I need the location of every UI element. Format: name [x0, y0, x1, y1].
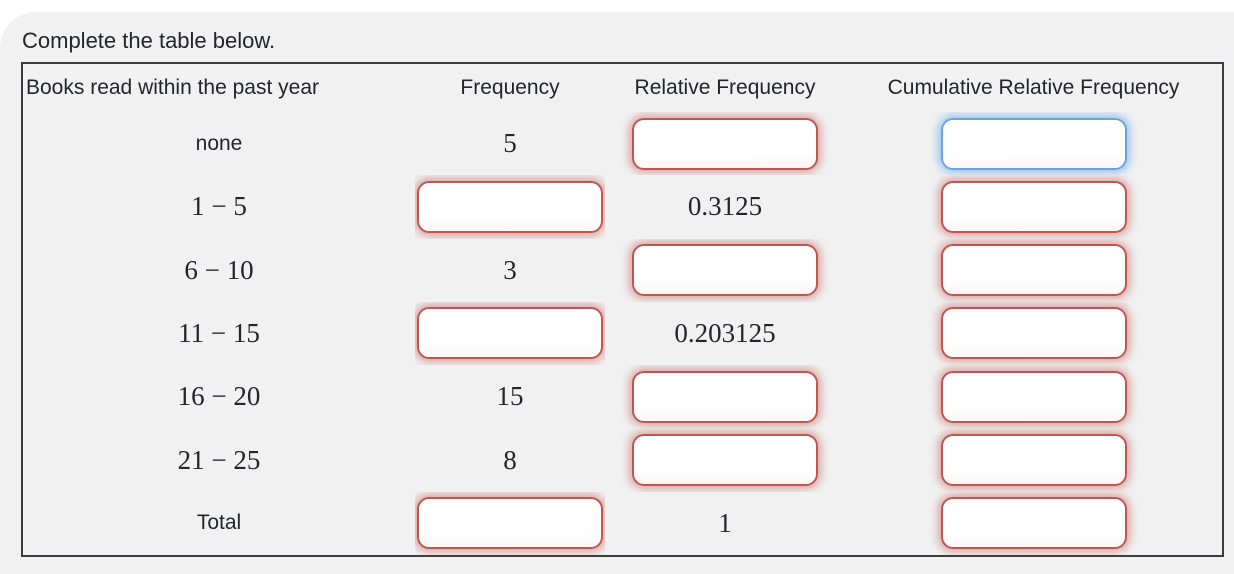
row-label-11-15: 11 − 15 [178, 317, 260, 348]
cumulative-relative-frequency-input-16-20[interactable] [940, 370, 1127, 423]
cumulative-relative-frequency-input-6-10[interactable] [940, 244, 1127, 297]
cumulative-relative-frequency-input-11-15[interactable] [940, 307, 1127, 360]
header-col-cumulative-relative-frequency: Cumulative Relative Frequency [887, 76, 1180, 99]
frequency-input-total[interactable] [417, 497, 603, 550]
table-row: 1 − 5 0.3125 [23, 175, 1222, 238]
relative-frequency-input-21-25[interactable] [632, 434, 818, 487]
relative-frequency-input-none[interactable] [632, 117, 818, 170]
table-row: 6 − 10 3 [23, 239, 1222, 302]
frequency-value-21-25: 8 [503, 444, 517, 475]
header-col-frequency: Frequency [460, 76, 560, 99]
frequency-value-16-20: 15 [496, 381, 524, 412]
relative-frequency-value-11-15: 0.203125 [674, 317, 776, 348]
cumulative-relative-frequency-input-1-5[interactable] [940, 180, 1127, 233]
relative-frequency-value-1-5: 0.3125 [687, 191, 763, 222]
frequency-value-6-10: 3 [503, 254, 517, 285]
table-row: none 5 [23, 112, 1222, 175]
row-label-none: none [195, 131, 243, 155]
row-label-total: Total [196, 511, 242, 535]
table-row: 11 − 15 0.203125 [23, 302, 1222, 365]
relative-frequency-value-total: 1 [718, 507, 732, 538]
table-header-row: Books read within the past year Frequenc… [23, 64, 1222, 112]
question-table: Books read within the past year Frequenc… [21, 62, 1224, 557]
cumulative-relative-frequency-input-total[interactable] [940, 497, 1127, 550]
cumulative-relative-frequency-input-21-25[interactable] [940, 434, 1127, 487]
row-label-16-20: 16 − 20 [177, 381, 261, 412]
instruction-text: Complete the table below. [22, 28, 276, 53]
row-label-6-10: 6 − 10 [184, 254, 254, 285]
row-label-21-25: 21 − 25 [177, 444, 261, 475]
frequency-input-1-5[interactable] [417, 180, 603, 233]
cumulative-relative-frequency-input-none[interactable] [940, 117, 1127, 170]
table-row-total: Total 1 [23, 492, 1222, 555]
table-row: 16 − 20 15 [23, 365, 1222, 428]
table-row: 21 − 25 8 [23, 428, 1222, 491]
frequency-input-11-15[interactable] [417, 307, 603, 360]
row-label-1-5: 1 − 5 [191, 191, 247, 222]
header-col-relative-frequency: Relative Frequency [634, 76, 816, 99]
relative-frequency-input-16-20[interactable] [632, 370, 818, 423]
frequency-value-none: 5 [503, 128, 517, 159]
relative-frequency-input-6-10[interactable] [632, 244, 818, 297]
header-col-books-read: Books read within the past year [26, 76, 319, 99]
